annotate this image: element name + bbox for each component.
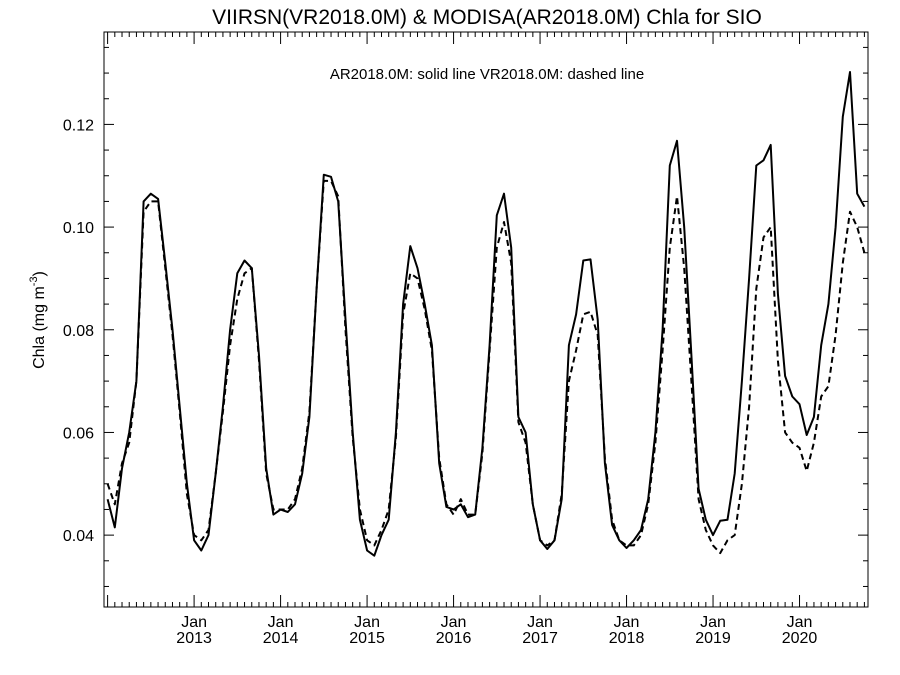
y-tick-label: 0.10 [63, 220, 94, 237]
y-axis-label: Chla (mg m-3) [28, 271, 48, 369]
y-axis-label-close: ) [31, 271, 48, 276]
x-tick-year-label: 2018 [609, 630, 645, 647]
y-axis-label-main: Chla (mg m [31, 286, 48, 369]
chart-title: VIIRSN(VR2018.0M) & MODISA(AR2018.0M) Ch… [212, 6, 762, 29]
y-tick-label: 0.08 [63, 323, 94, 340]
x-tick-year-label: 2020 [782, 630, 818, 647]
x-tick-year-label: 2015 [349, 630, 385, 647]
x-tick-year-label: 2013 [176, 630, 212, 647]
x-tick-month-label: Jan [614, 614, 640, 631]
data-series [106, 71, 866, 557]
x-tick-year-label: 2016 [436, 630, 472, 647]
x-tick-year-label: 2017 [522, 630, 558, 647]
x-tick-year-label: 2014 [263, 630, 299, 647]
line-style-annotation: AR2018.0M: solid line VR2018.0M: dashed … [330, 66, 644, 83]
y-tick-label: 0.04 [63, 528, 94, 545]
plot-frame [103, 31, 869, 608]
x-tick-month-label: Jan [268, 614, 294, 631]
x-tick-month-label: Jan [527, 614, 553, 631]
x-tick-month-label: Jan [787, 614, 813, 631]
x-tick-year-label: 2019 [695, 630, 731, 647]
x-tick-month-label: Jan [181, 614, 207, 631]
y-axis-ticks: 0.04 0.06 0.08 0.10 0.12 [63, 46, 868, 587]
x-axis-ticks: Jan2013Jan2014Jan2015Jan2016Jan2017Jan20… [107, 32, 865, 647]
x-tick-month-label: Jan [700, 614, 726, 631]
x-tick-month-label: Jan [441, 614, 467, 631]
y-tick-label: 0.06 [63, 425, 94, 442]
ar2018-solid-line [106, 71, 866, 557]
y-tick-label: 0.12 [63, 117, 94, 134]
y-axis-label-exponent: -3 [28, 276, 40, 286]
vr2018-dashed-line [106, 179, 866, 555]
x-tick-month-label: Jan [354, 614, 380, 631]
